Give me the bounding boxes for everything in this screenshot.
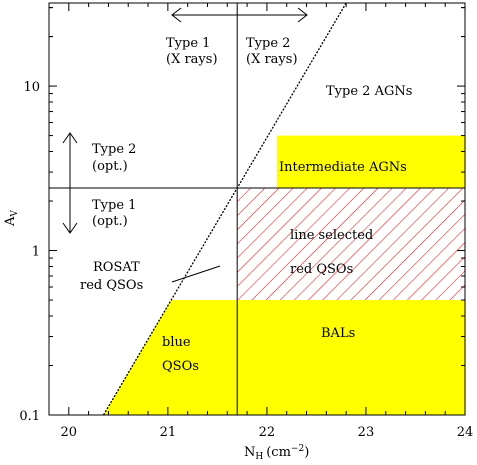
type2-opt-label: Type 2 bbox=[92, 142, 136, 157]
bal-label: BALs bbox=[321, 326, 355, 341]
type2-opt-sub: (opt.) bbox=[92, 159, 128, 174]
type1-xray-sub: (X rays) bbox=[166, 52, 218, 67]
y-tick-label: 10 bbox=[23, 80, 40, 95]
rosat-sub: red QSOs bbox=[80, 278, 143, 293]
line-selected-label: line selected bbox=[290, 228, 373, 243]
tick-labels: 20 21 22 23 24 0.1 1 10 bbox=[19, 80, 473, 440]
hatched-region bbox=[237, 188, 465, 301]
type1-xray-label: Type 1 bbox=[166, 36, 210, 51]
dust-gas-line bbox=[102, 3, 347, 415]
intermediate-label: Intermediate AGNs bbox=[279, 160, 407, 175]
rosat-pointer bbox=[171, 265, 221, 283]
intermediate-region bbox=[276, 135, 465, 189]
y-axis-title: AV bbox=[3, 210, 20, 227]
type1-opt-sub: (opt.) bbox=[92, 214, 128, 229]
blue-qso-label: blue bbox=[162, 335, 191, 350]
type1-opt-label: Type 1 bbox=[92, 198, 136, 213]
type2-xray-label: Type 2 bbox=[246, 36, 290, 51]
plot-frame bbox=[48, 2, 466, 416]
type2-agn-label: Type 2 AGNs bbox=[326, 84, 412, 99]
line-selected-sub: red QSOs bbox=[290, 262, 353, 277]
x-tick-label: 21 bbox=[160, 425, 177, 440]
optical-arrow bbox=[62, 132, 78, 234]
type2-xray-sub: (X rays) bbox=[246, 52, 298, 67]
x-tick-label: 20 bbox=[61, 425, 78, 440]
x-tick-label: 23 bbox=[358, 425, 375, 440]
left-white-wedge bbox=[49, 3, 347, 415]
blue-qso-sub: QSOs bbox=[162, 359, 199, 374]
x-tick-label: 24 bbox=[457, 425, 474, 440]
x-tick-label: 22 bbox=[259, 425, 276, 440]
y-tick-label: 0.1 bbox=[19, 409, 40, 424]
x-ray-arrow bbox=[171, 7, 308, 23]
rosat-label: ROSAT bbox=[93, 260, 140, 275]
axis-ticks bbox=[49, 3, 466, 416]
y-tick-label: 1 bbox=[32, 245, 40, 260]
x-axis-title: NH (cm−2) bbox=[244, 444, 309, 462]
